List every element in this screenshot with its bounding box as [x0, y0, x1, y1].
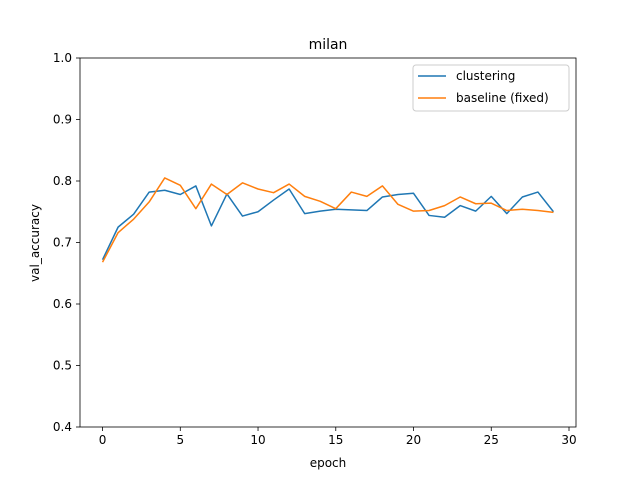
y-tick-label: 1.0	[53, 51, 72, 65]
x-tick-label: 10	[250, 433, 265, 447]
legend: clustering baseline (fixed)	[412, 64, 570, 112]
x-tick-label: 0	[99, 433, 107, 447]
y-tick-label: 0.4	[53, 420, 72, 434]
y-tick-label: 0.7	[53, 236, 72, 250]
y-tick-label: 0.6	[53, 297, 72, 311]
y-tick-label: 0.9	[53, 113, 72, 127]
x-tick-label: 30	[561, 433, 576, 447]
y-tick-label: 0.5	[53, 359, 72, 373]
x-tick-label: 25	[484, 433, 499, 447]
legend-label-1: baseline (fixed)	[456, 91, 549, 105]
plot-frame	[79, 57, 577, 428]
x-tick-label: 20	[406, 433, 421, 447]
legend-label-0: clustering	[456, 69, 515, 83]
x-tick-label: 5	[176, 433, 184, 447]
series-line-0	[101, 185, 555, 261]
legend-box	[412, 64, 570, 112]
x-axis-label: epoch	[310, 456, 347, 470]
y-axis-label: val_accuracy	[28, 204, 42, 282]
axes-layer: 0 5 10 15 20 25 30 0.4 0.5 0.6 0.7 0.8 0.9 1.0	[53, 51, 577, 447]
plot-layer	[101, 177, 555, 263]
chart-title: milan	[309, 37, 348, 53]
x-tick-label: 15	[328, 433, 343, 447]
y-tick-label: 0.8	[53, 174, 72, 188]
series-line-1	[101, 177, 554, 263]
